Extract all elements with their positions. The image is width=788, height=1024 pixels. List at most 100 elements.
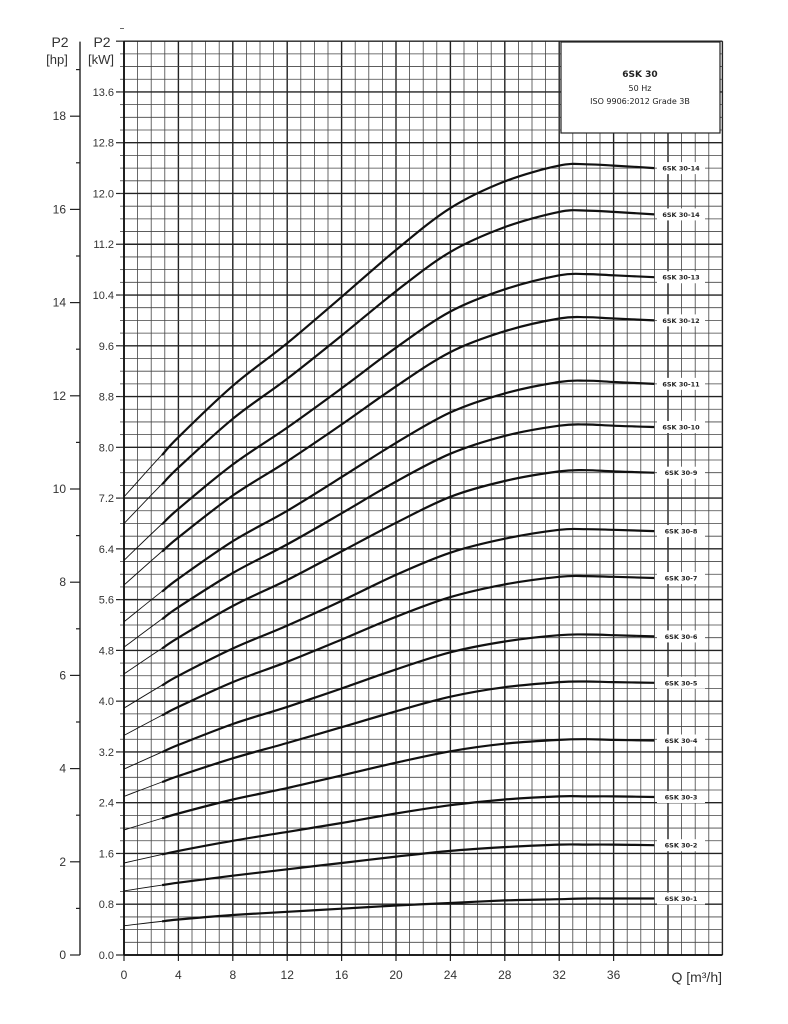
series-label: 6SK 30-12 [662, 317, 699, 325]
curve-6sk-30-14 [161, 162, 655, 456]
x-tick-label: 36 [607, 968, 621, 982]
x-tick-label: 24 [444, 968, 458, 982]
hp-tick-label: 10 [53, 482, 67, 496]
series-label-bg [657, 421, 705, 434]
x-axis-title: Q [m³/h] [671, 969, 722, 985]
hp-tick-label: 4 [59, 762, 66, 776]
curve-6sk-30-10 [161, 423, 655, 621]
curves [123, 162, 655, 927]
series-label-bg [657, 892, 705, 905]
kw-tick-label: 11.2 [93, 239, 114, 251]
hp-tick-label: 18 [53, 109, 67, 123]
series-label-bg [657, 314, 705, 327]
curve-thin-start [123, 380, 655, 623]
curve-6sk-30-11 [161, 379, 655, 593]
kw-tick-label: 0.0 [99, 950, 114, 962]
series-label: 6SK 30-8 [665, 528, 698, 536]
series-label: 6SK 30-5 [665, 679, 698, 687]
kw-tick-label: 6.4 [99, 544, 114, 556]
x-tick-label: 4 [175, 968, 182, 982]
series-label-bg [657, 162, 705, 175]
axes: 0 4 8 12 16 20 24 28 32 360.00.81.62.43.24.04.85.… [53, 28, 723, 982]
hp-tick-label: 14 [53, 296, 67, 310]
kw-tick-label: 12.0 [93, 188, 114, 200]
series-label: 6SK 30-3 [665, 793, 698, 801]
curve-6sk-30-4 [161, 738, 655, 820]
curve-6sk-30-14 [161, 209, 655, 486]
hp-tick-label: 12 [53, 389, 67, 403]
series-label: 6SK 30-11 [662, 380, 700, 388]
x-tick-label: 28 [498, 968, 512, 982]
curve-6sk-30-9 [161, 469, 655, 650]
series-label-bg [657, 208, 705, 221]
curve-6sk-30-3 [161, 795, 655, 856]
series-label: 6SK 30-10 [662, 424, 700, 432]
curve-6sk-30-7 [161, 574, 655, 717]
hp-tick-label: 0 [59, 948, 66, 962]
kw-tick-label: 2.4 [99, 798, 114, 810]
series-label: 6SK 30-9 [665, 469, 698, 477]
series-label-bg [657, 466, 705, 479]
curve-6sk-30-8 [161, 527, 655, 687]
chart-title: 6SK 30 [622, 70, 657, 80]
x-tick-label: 20 [389, 968, 403, 982]
series-label: 6SK 30-13 [662, 274, 699, 282]
curve-thin-start [123, 469, 655, 675]
series-label-bg [657, 525, 705, 538]
hp-tick-label: 2 [59, 855, 66, 869]
x-tick-label: 12 [281, 968, 295, 982]
hp-tick-label: 8 [59, 575, 66, 589]
hp-tick-label: 6 [59, 668, 66, 682]
kw-axis-unit: [kW] [88, 52, 114, 67]
curve-6sk-30-2 [161, 843, 655, 887]
kw-tick-label: 7.2 [99, 493, 114, 505]
series-label-bg [657, 271, 705, 284]
hp-axis-unit: [hp] [46, 52, 68, 67]
curve-thin-start [123, 898, 655, 927]
curve-6sk-30-6 [161, 633, 655, 754]
x-tick-label: 0 [121, 968, 128, 982]
kw-tick-label: 8.0 [99, 442, 114, 454]
series-label-bg [657, 734, 705, 747]
series-label-bg [657, 572, 705, 585]
series-label: 6SK 30-7 [665, 575, 698, 583]
series-label-bg [657, 839, 705, 852]
series-labels: 6SK 30-1 6SK 30-2 6SK 30-3 6SK 30-4 6SK 30-5… [657, 162, 705, 905]
series-label: 6SK 30-14 [662, 211, 700, 219]
curve-6sk-30-5 [161, 680, 655, 784]
kw-tick-label: 9.6 [99, 341, 114, 353]
kw-axis-title: P2 [93, 34, 110, 50]
kw-tick-label: 0.8 [99, 899, 114, 911]
x-tick-label: 8 [229, 968, 236, 982]
hp-tick-label: 16 [53, 202, 67, 216]
curve-thin-start [123, 738, 655, 831]
series-label-bg [657, 377, 705, 390]
curve-thin-start [123, 316, 655, 586]
chart-frequency: 50 Hz [629, 84, 652, 93]
curve-6sk-30-12 [161, 315, 655, 553]
hp-axis-title: P2 [51, 34, 68, 50]
series-label-bg [657, 676, 705, 689]
curve-6sk-30-13 [161, 272, 655, 526]
curve-thin-start [123, 843, 655, 892]
kw-tick-label: 1.6 [99, 848, 114, 860]
legend-box: 6SK 30 50 Hz ISO 9906:2012 Grade 3B [560, 41, 721, 134]
kw-tick-label: 4.8 [99, 645, 114, 657]
kw-tick-label: 5.6 [99, 595, 114, 607]
kw-tick-label: 3.2 [99, 747, 114, 759]
kw-tick-label: 13.6 [93, 87, 114, 99]
grid [123, 40, 724, 956]
series-label: 6SK 30-4 [665, 737, 698, 745]
series-label: 6SK 30-1 [665, 895, 698, 903]
kw-tick-label: 10.4 [93, 290, 114, 302]
series-label-bg [657, 630, 705, 643]
x-tick-label: 32 [553, 968, 567, 982]
series-label-bg [657, 790, 705, 803]
curve-6sk-30-1 [161, 897, 655, 923]
x-tick-label: 16 [335, 968, 349, 982]
kw-tick-label: 8.8 [99, 392, 114, 404]
series-label: 6SK 30-14 [662, 165, 700, 173]
chart-standard: ISO 9906:2012 Grade 3B [590, 97, 690, 106]
series-label: 6SK 30-2 [665, 842, 698, 850]
